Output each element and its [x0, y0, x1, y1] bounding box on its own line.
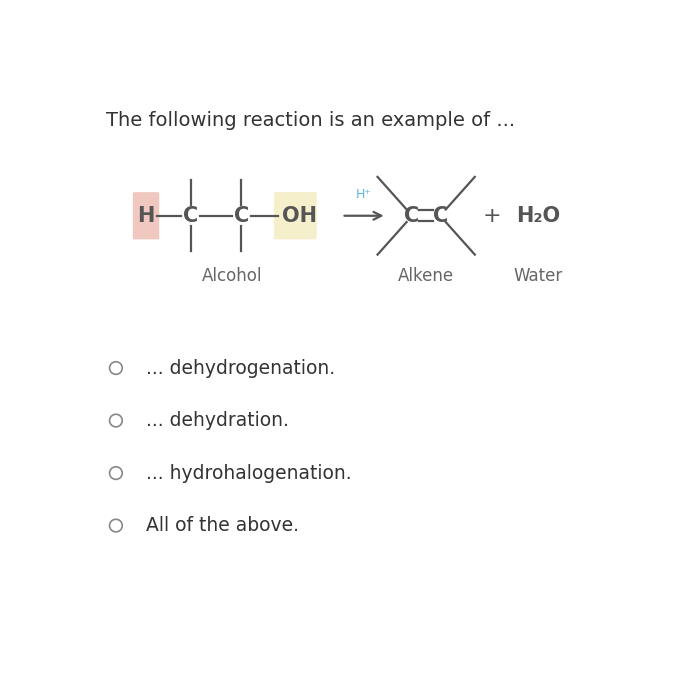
Text: H: H — [137, 206, 155, 226]
Text: H⁺: H⁺ — [356, 188, 372, 201]
Text: C: C — [433, 206, 448, 226]
Text: H₂O: H₂O — [516, 206, 560, 226]
Text: All of the above.: All of the above. — [146, 516, 299, 535]
FancyBboxPatch shape — [133, 192, 160, 239]
Text: OH: OH — [282, 206, 317, 226]
Text: ... dehydration.: ... dehydration. — [146, 411, 289, 430]
Text: Water: Water — [513, 267, 563, 285]
Text: Alcohol: Alcohol — [202, 267, 262, 285]
Text: C: C — [404, 206, 419, 226]
Text: ... dehydrogenation.: ... dehydrogenation. — [146, 359, 335, 378]
FancyBboxPatch shape — [274, 192, 316, 239]
Text: ... hydrohalogenation.: ... hydrohalogenation. — [146, 464, 352, 483]
Text: Alkene: Alkene — [398, 267, 454, 285]
Text: C: C — [183, 206, 198, 226]
Text: +: + — [483, 206, 501, 226]
Text: C: C — [233, 206, 249, 226]
Text: The following reaction is an example of ...: The following reaction is an example of … — [106, 110, 516, 130]
